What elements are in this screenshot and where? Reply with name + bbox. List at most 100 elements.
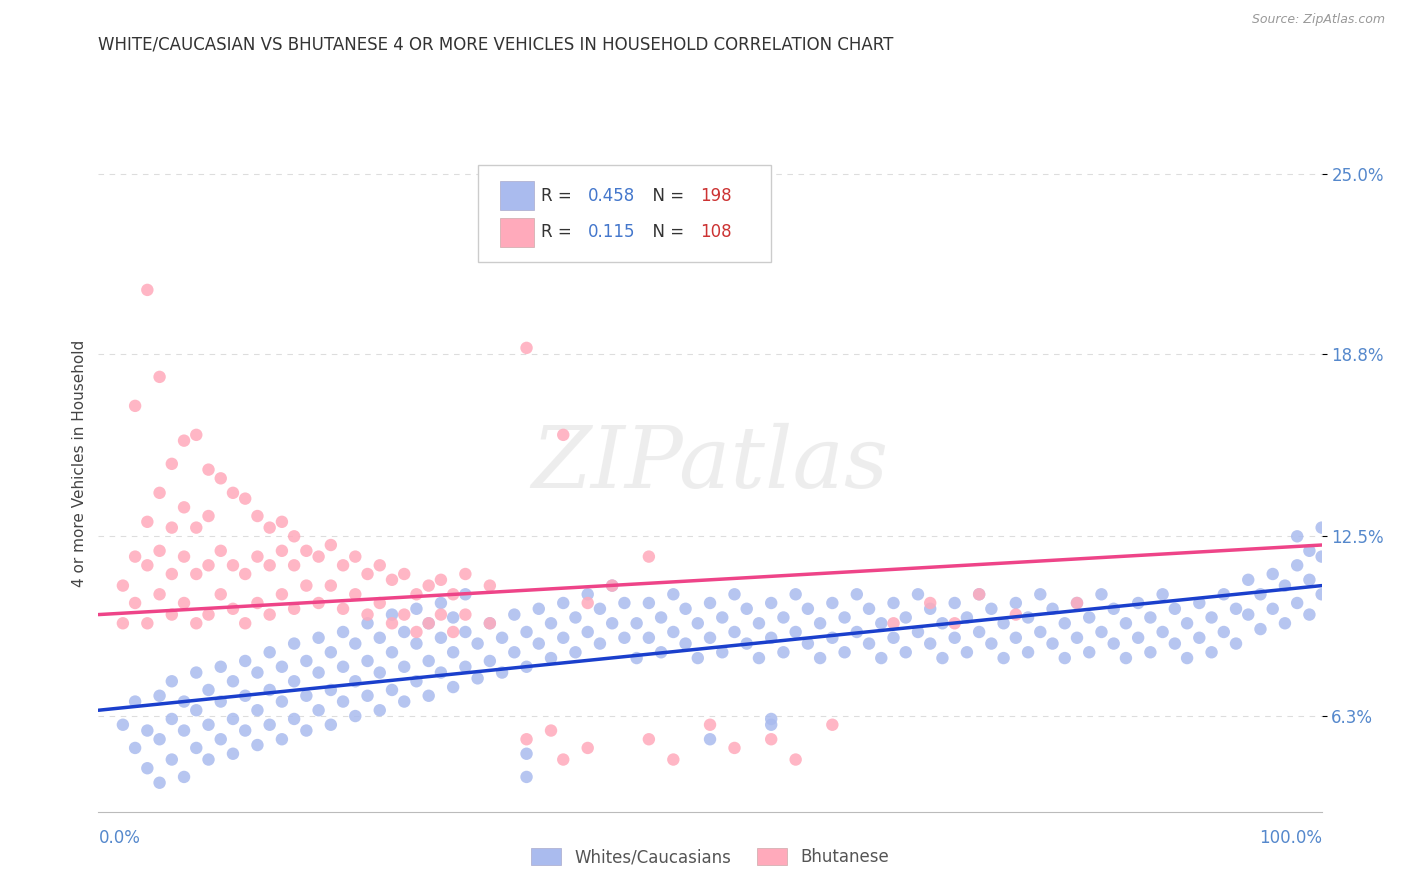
Text: R =: R = xyxy=(541,223,582,241)
Point xyxy=(662,587,685,601)
Point xyxy=(834,645,856,659)
Point xyxy=(1175,616,1198,631)
Point xyxy=(149,732,172,747)
Point xyxy=(405,637,427,651)
Point xyxy=(1004,607,1026,622)
Point xyxy=(160,674,183,689)
Point xyxy=(392,694,416,708)
Bar xyxy=(499,218,534,247)
Point xyxy=(1274,579,1296,593)
Point xyxy=(1066,596,1088,610)
Point xyxy=(381,607,404,622)
Point xyxy=(515,341,537,355)
Point xyxy=(441,624,464,639)
Point xyxy=(920,602,942,616)
Point xyxy=(368,596,391,610)
Point xyxy=(600,579,623,593)
Point xyxy=(197,607,219,622)
Point xyxy=(650,645,672,659)
Point xyxy=(173,694,195,708)
Point xyxy=(454,567,477,582)
Point xyxy=(136,723,159,738)
Point xyxy=(943,596,966,610)
Point xyxy=(1152,587,1174,601)
Point xyxy=(1066,596,1088,610)
Point xyxy=(1249,622,1271,636)
Text: 198: 198 xyxy=(700,187,733,205)
Point xyxy=(430,607,453,622)
Point xyxy=(222,485,245,500)
Point xyxy=(808,651,831,665)
Point xyxy=(858,602,880,616)
Point xyxy=(1201,645,1223,659)
Text: N =: N = xyxy=(641,223,689,241)
Point xyxy=(527,637,550,651)
Point xyxy=(1004,596,1026,610)
Point xyxy=(259,717,281,731)
Point xyxy=(173,723,195,738)
Point xyxy=(883,631,905,645)
Point xyxy=(405,624,427,639)
Point xyxy=(259,683,281,698)
Point xyxy=(405,587,427,601)
Point xyxy=(356,689,378,703)
Point xyxy=(515,660,537,674)
Point xyxy=(699,717,721,731)
Point xyxy=(111,717,134,731)
Point xyxy=(564,610,586,624)
Point xyxy=(149,485,172,500)
Point xyxy=(124,596,146,610)
Point xyxy=(540,616,562,631)
Point xyxy=(761,596,783,610)
Point xyxy=(270,660,294,674)
Text: 108: 108 xyxy=(700,223,733,241)
Point xyxy=(637,732,661,747)
Point xyxy=(1090,624,1112,639)
Point xyxy=(967,587,990,601)
Point xyxy=(295,723,318,738)
Point xyxy=(1225,602,1247,616)
Point xyxy=(883,596,905,610)
Point xyxy=(136,283,159,297)
Text: 0.115: 0.115 xyxy=(588,223,636,241)
Point xyxy=(332,558,354,573)
Point xyxy=(1042,637,1064,651)
Point xyxy=(1115,616,1137,631)
Point xyxy=(515,732,537,747)
Y-axis label: 4 or more Vehicles in Household: 4 or more Vehicles in Household xyxy=(72,340,87,588)
Point xyxy=(418,616,440,631)
Point xyxy=(270,515,294,529)
Point xyxy=(785,753,807,767)
Point xyxy=(785,587,807,601)
Point xyxy=(967,624,990,639)
Point xyxy=(259,558,281,573)
Point xyxy=(943,631,966,645)
Point xyxy=(454,660,477,674)
Point xyxy=(197,508,219,523)
Point xyxy=(430,573,453,587)
Point xyxy=(295,689,318,703)
Point xyxy=(1128,631,1150,645)
Point xyxy=(1017,610,1039,624)
Point xyxy=(1274,616,1296,631)
Point xyxy=(319,579,342,593)
Point xyxy=(186,703,208,717)
Text: ZIPatlas: ZIPatlas xyxy=(531,423,889,505)
Point xyxy=(980,602,1002,616)
Point xyxy=(1286,558,1309,573)
Point xyxy=(222,558,245,573)
Point xyxy=(1152,624,1174,639)
Point xyxy=(209,660,232,674)
Point xyxy=(589,602,612,616)
Point xyxy=(699,596,721,610)
Point xyxy=(246,596,269,610)
Point xyxy=(233,689,256,703)
Point xyxy=(295,544,318,558)
Point xyxy=(430,596,453,610)
Point xyxy=(626,651,648,665)
Point xyxy=(956,610,979,624)
Point xyxy=(675,637,697,651)
Point xyxy=(344,637,367,651)
Point xyxy=(553,631,575,645)
Point xyxy=(1237,573,1260,587)
